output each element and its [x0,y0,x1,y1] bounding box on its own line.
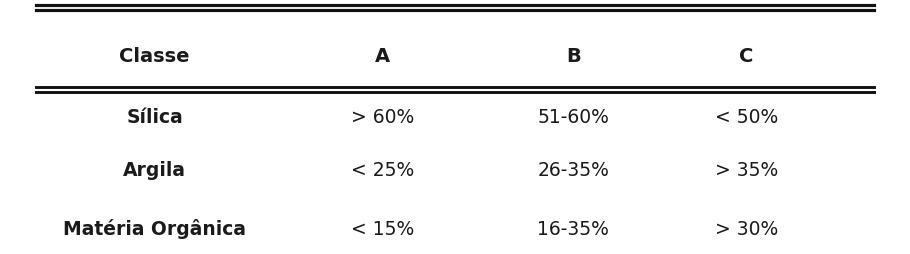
Text: < 15%: < 15% [350,219,414,238]
Text: B: B [566,46,581,65]
Text: Argila: Argila [123,161,187,180]
Text: 16-35%: 16-35% [538,219,609,238]
Text: < 25%: < 25% [350,161,414,180]
Text: Matéria Orgânica: Matéria Orgânica [63,219,247,239]
Text: < 50%: < 50% [714,107,778,126]
Text: C: C [739,46,753,65]
Text: > 35%: > 35% [714,161,778,180]
Text: Sílica: Sílica [126,107,183,126]
Text: Classe: Classe [119,46,190,65]
Text: > 60%: > 60% [350,107,414,126]
Text: > 30%: > 30% [714,219,778,238]
Text: 26-35%: 26-35% [538,161,609,180]
Text: 51-60%: 51-60% [538,107,609,126]
Text: A: A [375,46,389,65]
